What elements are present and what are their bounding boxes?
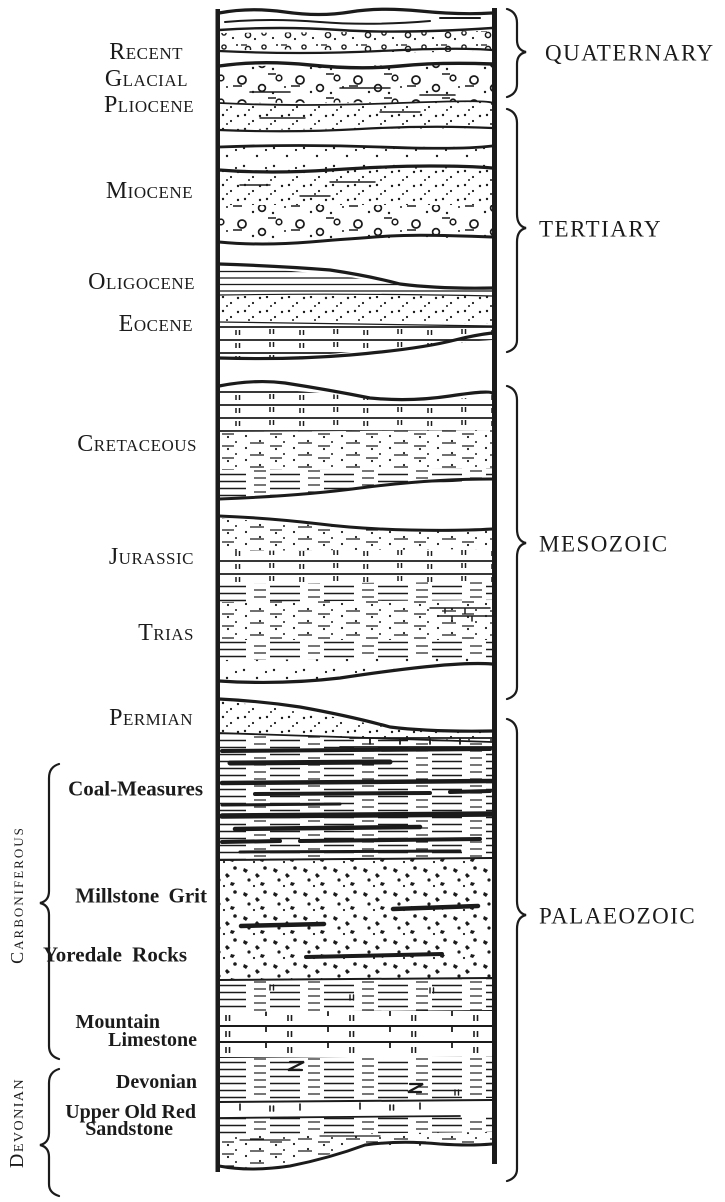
brace-quaternary [505, 7, 527, 99]
epoch-label-miocene: Miocene [105, 178, 193, 204]
brace-carboniferous [39, 762, 61, 1061]
era-label-mesozoic: MESOZOIC [539, 531, 669, 557]
brace-palaeozoic [505, 717, 527, 1183]
epoch-label-permian: Permian [109, 705, 193, 731]
system-label-carboniferous: Carboniferous [7, 826, 27, 964]
epoch-label-recent: Recent [109, 39, 183, 65]
system-label-devonian: Devonian [6, 1077, 28, 1169]
formation-label-sandstone: Sandstone [85, 1118, 173, 1140]
brace-devonian [39, 1067, 61, 1198]
epoch-label-pliocene: Pliocene [103, 92, 194, 118]
formation-label-upper-old-red: Upper Old Red [65, 1101, 196, 1123]
era-label-palaeozoic: PALAEOZOIC [539, 903, 697, 929]
formation-label-millstone-grit: Millstone Grit [75, 883, 207, 908]
column-borders [215, 8, 497, 1172]
formation-label-coal-measures: Coal-Measures [68, 776, 203, 801]
bed-boundaries [217, 7, 494, 1171]
epoch-label-eocene: Eocene [118, 311, 193, 337]
system-braces [39, 762, 61, 1198]
strata-layers [219, 31, 492, 1168]
formation-label-devonian: Devonian [115, 1071, 197, 1093]
coal-seams [219, 747, 495, 959]
era-label-quaternary: QUATERNARY [545, 40, 715, 66]
formation-label-limestone: Limestone [108, 1029, 197, 1051]
epoch-label-oligocene: Oligocene [88, 269, 195, 295]
formation-label-yoredale-rocks: Yoredale Rocks [42, 942, 187, 967]
epoch-label-cretaceous: Cretaceous [77, 431, 197, 457]
brace-tertiary [505, 107, 527, 354]
era-braces [505, 7, 527, 1183]
epoch-label-trias: Trias [138, 620, 194, 646]
epoch-label-glacial: Glacial [104, 66, 188, 92]
era-label-tertiary: TERTIARY [539, 216, 663, 242]
epoch-label-jurassic: Jurassic [108, 544, 194, 570]
formation-label-mountain: Mountain [75, 1011, 160, 1033]
brace-mesozoic [505, 384, 527, 701]
